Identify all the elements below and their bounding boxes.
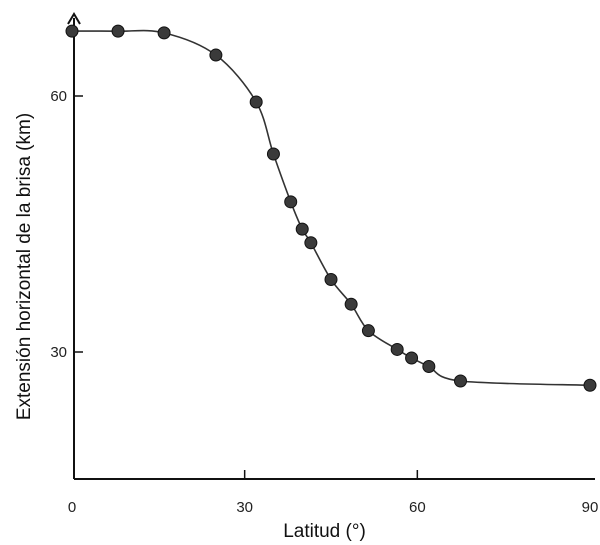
y-axis-title: Extensión horizontal de la brisa (km) <box>14 113 35 420</box>
data-point <box>390 342 404 356</box>
data-point <box>454 374 467 388</box>
data-point <box>209 48 223 62</box>
data-point <box>405 351 419 365</box>
data-point <box>324 272 338 286</box>
ticks-group: 30 60 0 30 60 90 <box>50 88 598 516</box>
x-tick-label: 30 <box>236 499 253 516</box>
data-point <box>284 195 298 209</box>
points-group <box>65 24 597 392</box>
x-tick-label: 90 <box>582 499 599 516</box>
x-tick-label: 0 <box>68 499 76 516</box>
data-point <box>157 26 171 40</box>
fitted-curve-group <box>71 29 591 387</box>
data-point <box>422 360 436 374</box>
y-tick-label: 60 <box>50 88 67 105</box>
x-tick-label: 60 <box>409 499 426 516</box>
y-axis-arrow <box>67 12 81 25</box>
data-point <box>65 24 79 38</box>
data-point <box>361 324 375 338</box>
axes-group <box>67 12 595 480</box>
data-point <box>111 24 125 38</box>
data-point <box>249 95 263 109</box>
data-point <box>344 297 358 311</box>
data-point <box>583 378 597 392</box>
data-point <box>266 147 280 161</box>
fitted-curve <box>71 29 591 387</box>
data-point <box>304 236 318 250</box>
data-point <box>295 222 309 236</box>
y-tick-label: 30 <box>50 344 67 361</box>
x-axis-title: Latitud (°) <box>283 521 366 542</box>
